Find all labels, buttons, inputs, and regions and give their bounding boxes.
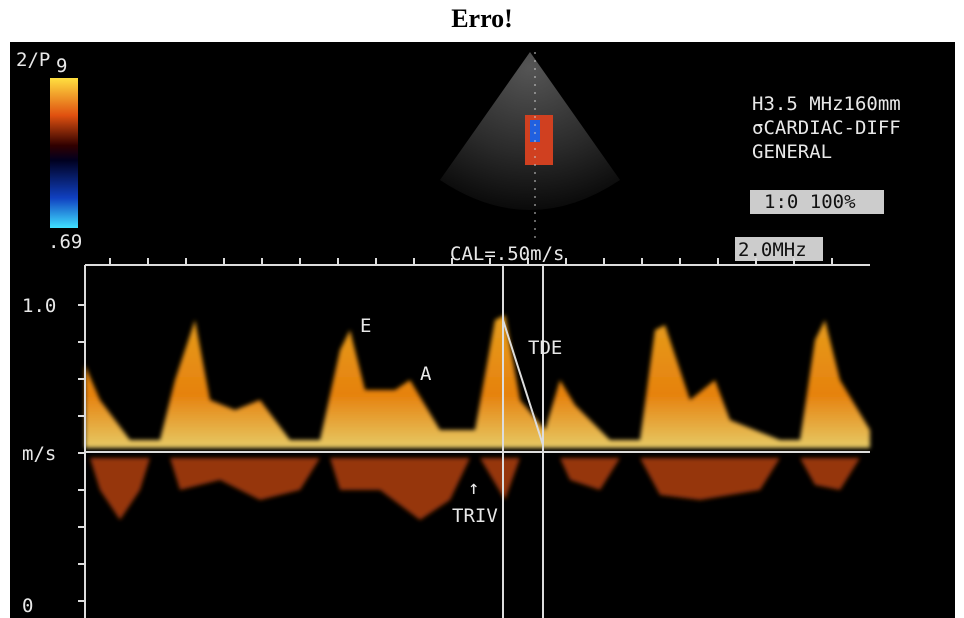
info-line: H3.5 MHz160mm <box>752 93 901 115</box>
colorbar-sub: 9 <box>56 55 67 77</box>
annotation: TRIV <box>452 505 498 527</box>
color-doppler-blue <box>530 120 540 142</box>
annotation: A <box>420 363 432 385</box>
colorbar-bottom: .69 <box>48 231 82 253</box>
info-line: σCARDIAC-DIFF <box>752 117 901 139</box>
ultrasound-image: 2/P 9 .69 H3.5 MHz160mm σCARDIAC-DIFF GE… <box>0 0 964 618</box>
gain-label: 1:0 100% <box>764 191 856 213</box>
page: {"title": "Erro!", "colorbar": {"top_lab… <box>0 0 964 618</box>
scale-bottom: 0 <box>22 595 33 617</box>
annotation: E <box>360 315 371 337</box>
cal-label: CAL=.50m/s <box>450 243 564 265</box>
color-bar <box>50 78 78 228</box>
scale-unit: m/s <box>22 443 56 465</box>
colorbar-top: 2/P <box>16 49 50 71</box>
info-line: GENERAL <box>752 141 832 163</box>
scale-top: 1.0 <box>22 295 56 317</box>
annotation-arrow: ↑ <box>468 477 479 499</box>
freq-label: 2.0MHz <box>738 239 807 261</box>
annotation: TDE <box>528 337 562 359</box>
